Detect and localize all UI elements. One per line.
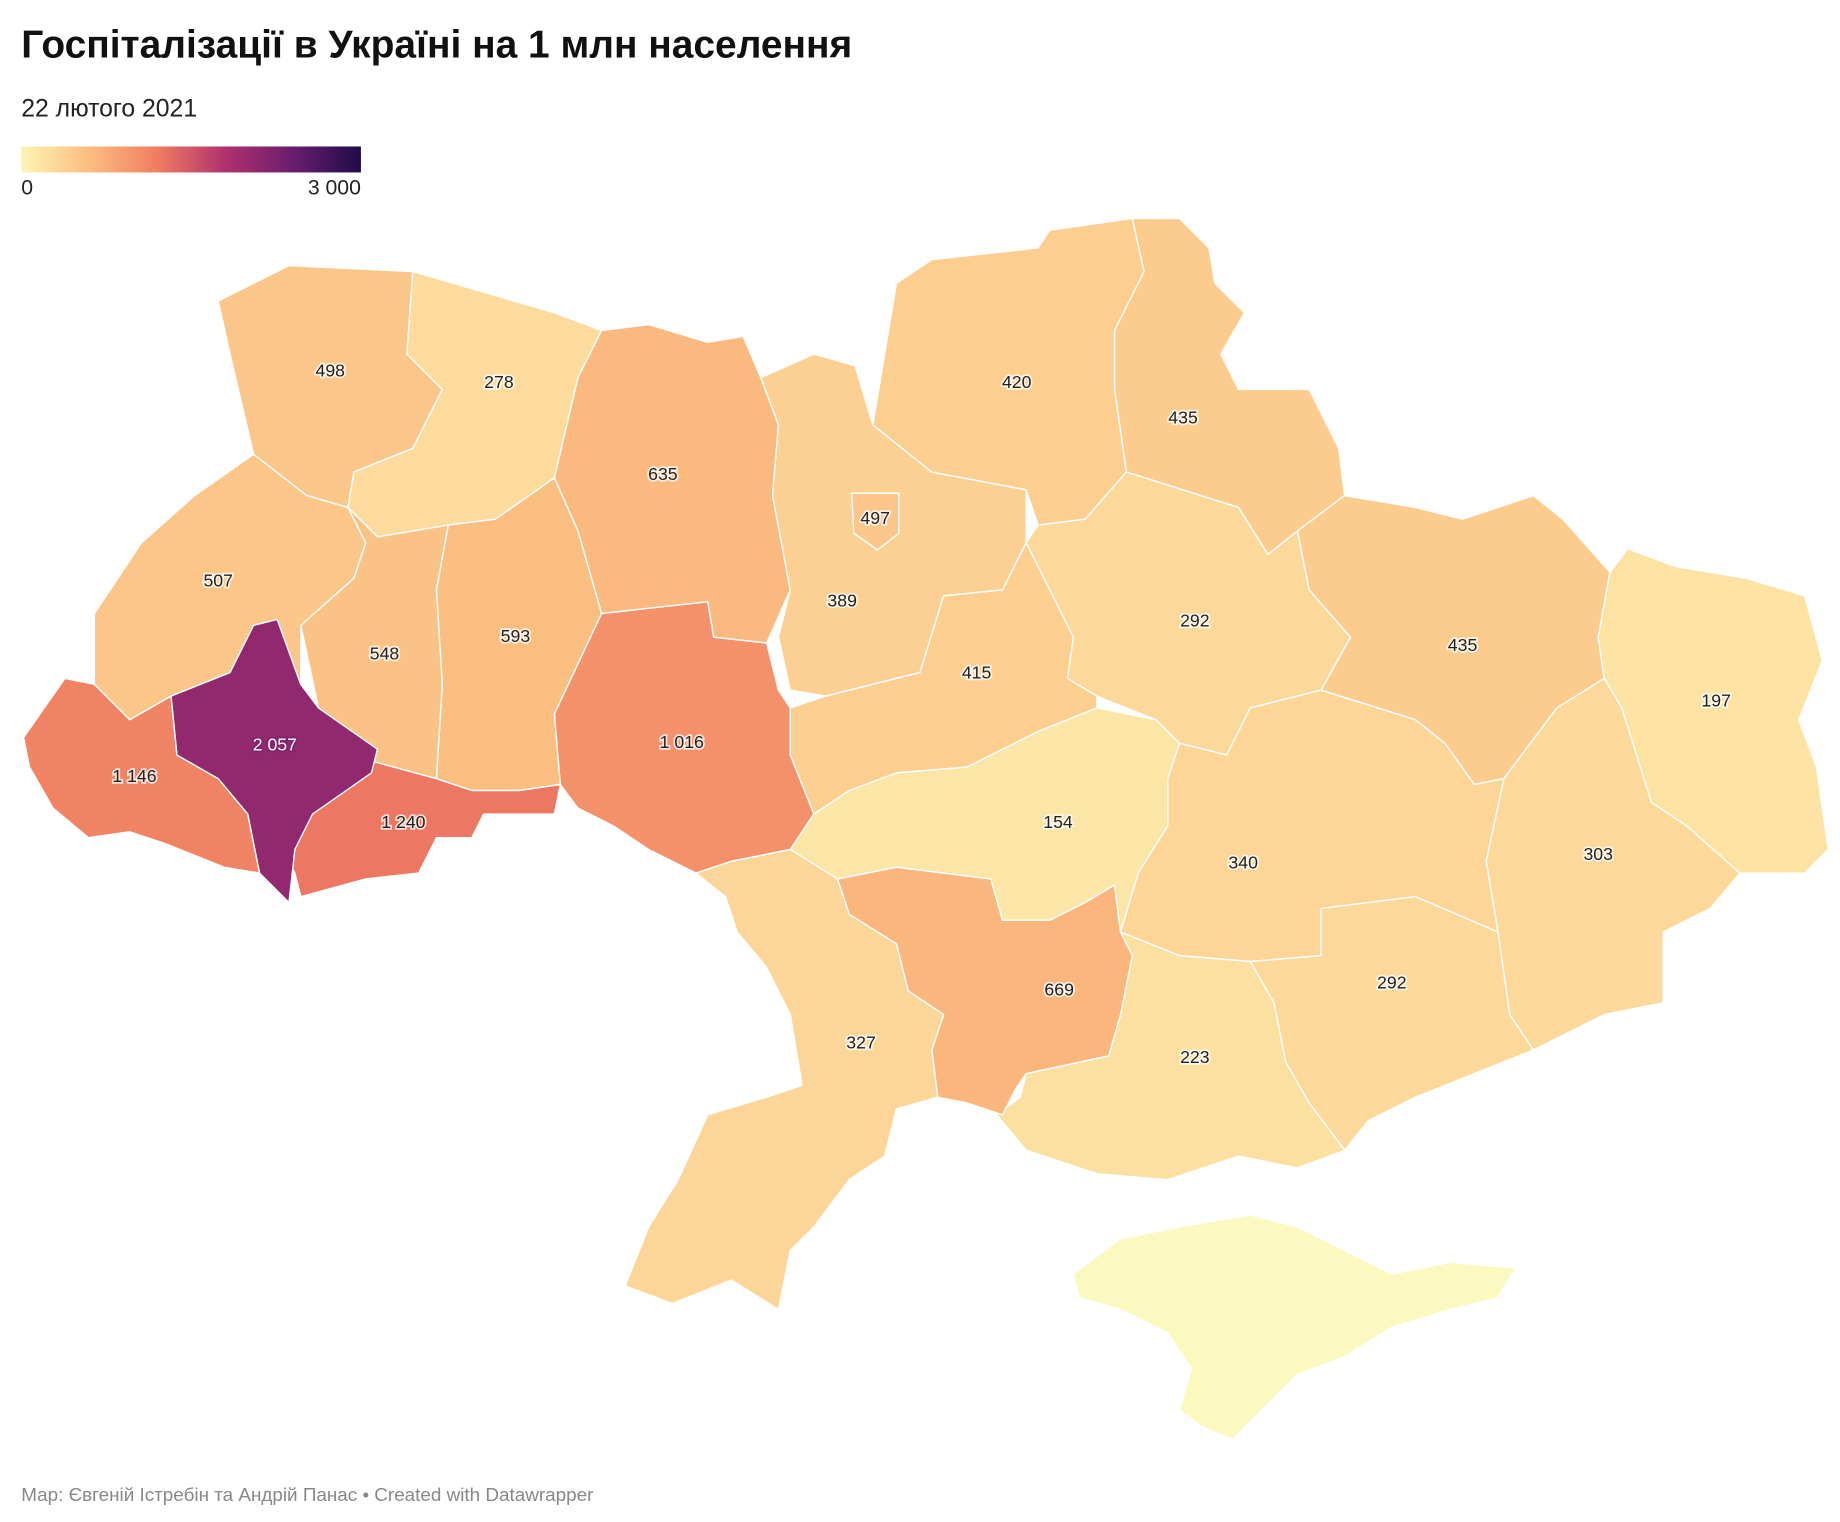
region-labels: 498 278 635 389 497 420 435 292 435 197 303 340 292 2… xyxy=(111,359,1733,1069)
region-value-label: 154 xyxy=(1043,812,1073,832)
legend-gradient xyxy=(21,146,361,173)
region-value-label: 498 xyxy=(315,360,345,380)
legend-tick-label: 3 000 xyxy=(308,177,361,200)
region xyxy=(553,601,815,874)
region xyxy=(624,848,945,1311)
region-value-label: 303 xyxy=(1583,844,1613,864)
region-value-label: 389 xyxy=(827,590,857,610)
region-value-label: 548 xyxy=(370,644,400,664)
chart-subtitle: 22 лютого 2021 xyxy=(21,95,197,122)
region-value-label: 340 xyxy=(1228,852,1258,872)
region-value-label: 292 xyxy=(1377,973,1407,993)
source-note: Мар: Євгеній Істребін та Андрій Панас • … xyxy=(21,1484,593,1505)
chart-title: Госпіталізації в Україні на 1 млн населе… xyxy=(21,24,852,67)
region-value-label: 292 xyxy=(1180,610,1210,630)
region-value-label: 669 xyxy=(1044,980,1074,1000)
region-value-label: 435 xyxy=(1168,408,1198,428)
region xyxy=(22,677,261,874)
region xyxy=(850,492,900,551)
region-value-label: 415 xyxy=(962,662,992,682)
region-value-label: 1 146 xyxy=(112,766,156,786)
region-value-label: 327 xyxy=(846,1033,876,1053)
region-value-label: 507 xyxy=(203,570,233,590)
region-value-label: 420 xyxy=(1002,372,1032,392)
region-value-label: 635 xyxy=(648,464,678,484)
region-value-label: 1 240 xyxy=(381,812,425,832)
crimea-region xyxy=(1072,1214,1517,1441)
region-value-label: 593 xyxy=(501,626,531,646)
region-value-label: 197 xyxy=(1701,691,1731,711)
region-value-label: 1 016 xyxy=(660,732,704,752)
region-value-label: 2 057 xyxy=(253,734,297,754)
legend-tick-label: 0 xyxy=(21,177,33,200)
region-value-label: 435 xyxy=(1448,635,1478,655)
region-value-label: 223 xyxy=(1180,1047,1210,1067)
region-value-label: 497 xyxy=(860,508,890,528)
regions xyxy=(22,217,1829,1441)
region xyxy=(1113,217,1346,556)
region-value-label: 278 xyxy=(484,372,514,392)
